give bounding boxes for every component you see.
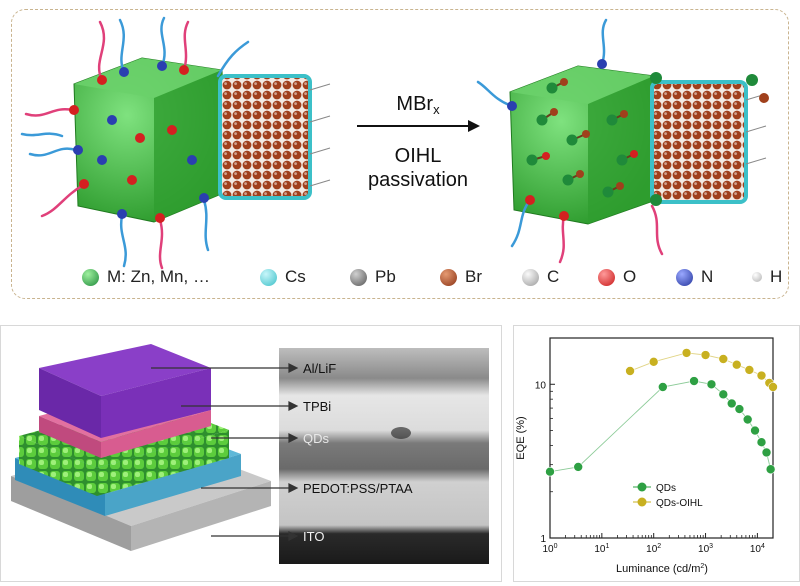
device-stack-illustration: Al/LiF TPBi QDs PEDOT:PSS/PTAA ITO [11,344,489,564]
data-point [706,379,717,390]
series-fit-line-0 [549,380,772,473]
data-point [742,414,753,425]
process-label-line1: OIHL [395,145,442,167]
layer-label-pedot: PEDOT:PSS/PTAA [303,481,413,496]
x-axis-label: Luminance (cd/m2) [616,563,708,575]
mechanism-panel: MBrx OIHL passivation [11,9,789,299]
x-tick-label: 101 [594,543,609,555]
legend-label: Pb [375,267,396,286]
data-point [545,466,555,477]
cyan-sphere-icon [260,268,277,286]
data-point [700,350,711,360]
legend-label: C [547,267,560,286]
mechanism-illustration: MBrx OIHL passivation [20,16,769,270]
legend-item-metal: M: Zn, Mn, … [82,264,210,290]
data-point [726,398,737,409]
gray-sphere-icon [350,268,367,286]
legend-item-c: C [522,264,559,290]
red-sphere-icon [598,268,615,286]
legend-item-br: Br [440,264,482,290]
legend-item-h: H [752,264,782,290]
brown-sphere-icon [440,268,457,286]
layer-label-qds: QDs [303,431,330,446]
passivated-nanocrystal [476,18,769,264]
x-tick-label: 100 [542,543,557,555]
data-point [573,462,584,472]
x-tick-label: 102 [646,543,661,555]
data-point [756,437,767,447]
device-structure-panel: Al/LiF TPBi QDs PEDOT:PSS/PTAA ITO [0,325,502,582]
legend-label-qds-oihl: QDs-OIHL [656,498,703,509]
data-point [768,382,778,392]
layer-label-tpbi: TPBi [303,399,331,414]
legend-label-qds: QDs [656,483,676,494]
light-gray-sphere-icon [522,268,539,286]
data-point [718,389,729,400]
data-point [718,354,729,364]
reaction-arrow [357,120,480,132]
eqe-chart-panel: 100 101 102 103 104 1 10 EQE (%) Luminance (cd… [513,325,800,582]
data-point [756,370,767,381]
layer-label-ito: ITO [303,529,324,544]
series-fit-line-1 [629,352,774,388]
legend-label: Br [465,267,482,286]
white-sphere-icon [752,272,762,282]
untreated-nanocrystal [20,16,331,270]
data-point [658,382,668,392]
reagent-label: MBrx [396,93,440,117]
green-sphere-icon [82,268,99,286]
tem-cross-section-image [279,348,489,564]
atom-legend: M: Zn, Mn, … Cs Pb Br C O N H [82,264,782,290]
plot-frame [549,337,774,539]
data-point [648,357,659,367]
data-point [689,376,699,386]
legend-marker-qds [637,482,647,492]
data-point [750,425,760,436]
x-tick-label: 104 [750,543,765,555]
data-point [761,447,772,458]
chart-legend: QDs QDs-OIHL [633,482,703,509]
legend-item-cs: Cs [260,264,306,290]
legend-label: Cs [285,267,306,286]
data-point [731,359,742,370]
y-axis-label: EQE (%) [515,416,527,459]
data-point [625,366,635,376]
x-tick-label: 103 [698,543,713,555]
legend-item-n: N [676,264,713,290]
legend-label: O [623,267,637,286]
y-tick-label: 1 [540,534,546,545]
process-label-line2: passivation [368,169,468,191]
legend-item-pb: Pb [350,264,396,290]
data-point [681,348,692,358]
legend-marker-qds-oihl [637,497,647,507]
blue-sphere-icon [676,268,693,286]
data-point [734,404,745,414]
layer-label-al-lif: Al/LiF [303,361,336,376]
legend-item-o: O [598,264,636,290]
eqe-chart: 100 101 102 103 104 1 10 EQE (%) Luminance (cd… [515,337,778,575]
y-tick-label: 10 [535,380,547,391]
data-point [744,365,755,375]
legend-label: M: Zn, Mn, … [107,267,210,286]
legend-label: H [770,267,783,286]
data-point [765,464,776,475]
legend-label: N [701,267,714,286]
